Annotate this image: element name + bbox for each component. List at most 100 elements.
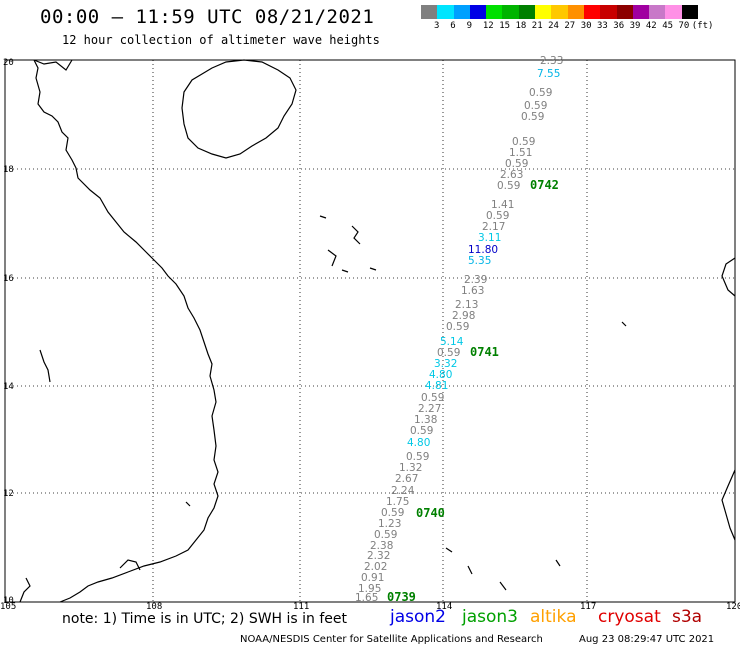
swh-value: 4.81 [425, 380, 449, 392]
color-swatch [518, 5, 536, 19]
longitude-label: 108 [146, 602, 163, 612]
color-swatch [616, 5, 633, 19]
swh-value: 2.38 [370, 540, 394, 552]
color-scale-label: 39 [629, 21, 641, 31]
swh-value: 1.41 [491, 199, 515, 211]
latitude-label: 18 [3, 165, 14, 175]
swh-value: 4.80 [407, 437, 431, 449]
longitude-label: 120 [726, 602, 740, 612]
latitude-label: 12 [3, 489, 14, 499]
color-scale-label: 24 [548, 21, 559, 31]
latitude-label: 10 [3, 596, 14, 606]
swh-value: 2.63 [500, 169, 524, 181]
color-scale-label: 21 [531, 21, 543, 31]
latitude-label: 14 [3, 382, 14, 392]
swh-value: 0.59 [512, 136, 536, 148]
satellite-legend-item: s3a [672, 607, 703, 627]
swh-value: 0.59 [529, 87, 553, 99]
swh-value: 4.80 [429, 369, 453, 381]
swh-value: 2.17 [482, 221, 506, 233]
swh-value: 11.80 [468, 244, 499, 256]
page-subtitle: 12 hour collection of altimeter wave hei… [62, 33, 380, 47]
coastline [19, 59, 736, 603]
color-scale-label: 36 [613, 21, 625, 31]
satellite-legend-item: cryosat [598, 607, 661, 627]
color-swatch [681, 5, 699, 19]
swh-value: 2.39 [464, 274, 488, 286]
swh-value: 1.51 [509, 147, 533, 159]
swh-value: 0.59 [486, 210, 510, 222]
color-scale-label: 45 [662, 21, 674, 31]
swh-value: 2.98 [452, 310, 476, 322]
swh-value: 1.63 [461, 285, 485, 297]
swh-value: 0.59 [381, 507, 405, 519]
pass-time-label: 0742 [530, 178, 559, 192]
color-scale-label: 9 [466, 21, 473, 31]
color-scale-label: 6 [450, 21, 456, 31]
color-swatch [502, 5, 519, 19]
color-swatch [486, 5, 503, 19]
swh-value: 3.32 [434, 358, 458, 370]
color-swatch [437, 5, 454, 19]
swh-value: 1.38 [414, 414, 438, 426]
color-swatch [583, 5, 601, 19]
swh-value: 1.32 [399, 462, 423, 474]
swh-value: 0.59 [421, 392, 445, 404]
footer-note: note: 1) Time is in UTC; 2) SWH is in fe… [62, 611, 348, 627]
swh-value: 7.55 [537, 68, 561, 80]
color-scale-label: 18 [515, 21, 527, 31]
pass-time-label: 0741 [470, 345, 499, 359]
satellite-legend-item: jason3 [462, 607, 518, 627]
color-scale-label: 12 [482, 21, 494, 31]
swh-value: 2.33 [540, 55, 564, 67]
swh-value: 0.59 [521, 111, 545, 123]
swh-value: 1.23 [378, 518, 402, 530]
latitude-label: 20 [3, 58, 14, 68]
swh-value: 2.13 [455, 299, 479, 311]
swh-value: 0.59 [446, 321, 470, 333]
color-scale-bar [421, 5, 699, 19]
longitude-label: 105 [0, 602, 17, 612]
swh-value: 0.59 [374, 529, 398, 541]
swh-value: 0.91 [361, 572, 385, 584]
color-swatch [469, 5, 487, 19]
map-frame [4, 59, 736, 603]
color-scale-label: 42 [645, 21, 657, 31]
swh-value: 5.14 [440, 336, 464, 348]
graticule [5, 60, 735, 602]
color-swatch [600, 5, 617, 19]
pass-time-label: 0739 [387, 590, 416, 604]
color-scale-label: 3 [434, 21, 440, 31]
swh-value: 2.24 [391, 485, 415, 497]
swh-value: 1.95 [358, 583, 382, 595]
swh-value: 0.59 [437, 347, 461, 359]
swh-value: 0.59 [524, 100, 548, 112]
color-swatch [665, 5, 682, 19]
credit-line: NOAA/NESDIS Center for Satellite Applica… [240, 634, 543, 645]
color-swatch [453, 5, 470, 19]
satellite-legend-item: jason2 [390, 607, 446, 627]
swh-value: 1.75 [386, 496, 410, 508]
swh-value: 0.59 [497, 180, 521, 192]
swh-value: 2.32 [367, 550, 391, 562]
color-scale-label: 33 [597, 21, 608, 31]
satellite-legend-item: altika [530, 607, 577, 627]
swh-value: 2.02 [364, 561, 388, 573]
swh-value: 3.11 [478, 232, 502, 244]
color-swatch [632, 5, 650, 19]
swh-value: 2.27 [418, 403, 442, 415]
color-scale-label: 30 [580, 21, 592, 31]
swh-value: 1.65 [355, 592, 379, 604]
longitude-label: 117 [580, 602, 597, 612]
swh-value: 5.35 [468, 255, 492, 267]
color-swatch [535, 5, 552, 19]
latitude-label: 16 [3, 274, 14, 284]
color-swatch [551, 5, 568, 19]
longitude-label: 114 [436, 602, 453, 612]
page-title: 00:00 – 11:59 UTC 08/21/2021 [40, 6, 375, 28]
color-swatch [567, 5, 584, 19]
color-scale-label: 15 [499, 21, 511, 31]
generated-timestamp: Aug 23 08:29:47 UTC 2021 [579, 634, 715, 645]
